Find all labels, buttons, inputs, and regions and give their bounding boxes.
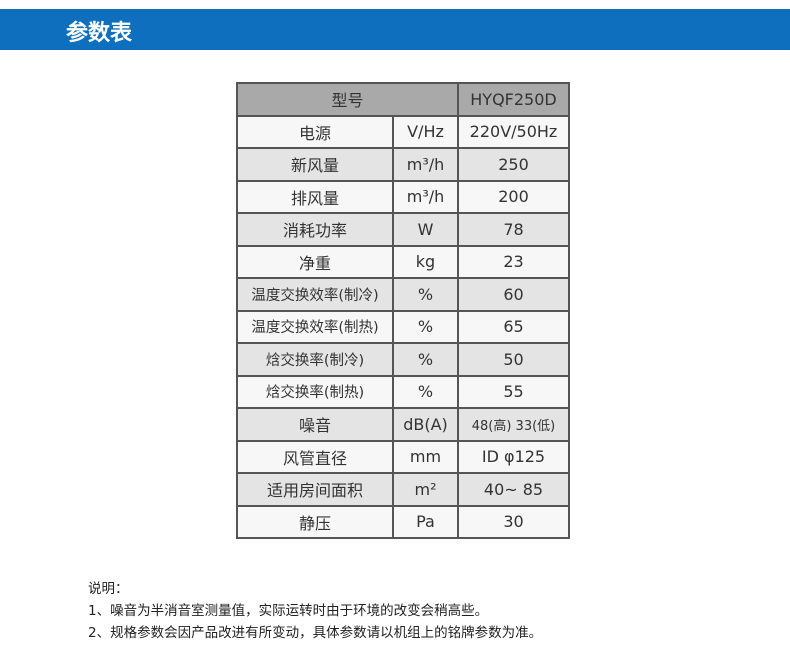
table-row: 风管直径 mm ID φ125 <box>236 439 570 474</box>
table-row: 新风量 m³/h 250 <box>236 147 570 182</box>
table-row: 焓交换率(制热)% 55 <box>236 374 570 409</box>
table-row: 适用房间面积 m² 40~ 85 <box>236 472 570 507</box>
cell-unit: m² <box>392 472 459 507</box>
cell-unit: % <box>392 309 459 344</box>
cell-value: 220V/50Hz <box>457 114 570 149</box>
cell-value: 30 <box>457 504 570 539</box>
cell-name: 风管直径 <box>236 439 394 474</box>
cell-value: 48(高) 33(低) <box>457 407 570 442</box>
cell-value: 65 <box>457 309 570 344</box>
notes-title: 说明： <box>88 581 129 597</box>
cell-name: 电源 <box>236 114 394 149</box>
table-row: 温度交换效率(制冷)% 60 <box>236 277 570 312</box>
cell-value: 78 <box>457 212 570 247</box>
cell-unit: kg <box>392 244 459 279</box>
cell-name: 温度交换效率(制热) <box>236 309 394 344</box>
cell-value: 55 <box>457 374 570 409</box>
cell-unit: m³/h <box>392 147 459 182</box>
cell-unit: dB(A) <box>392 407 459 442</box>
header-banner: 参数表 <box>0 9 790 50</box>
cell-name: 噪音 <box>236 407 394 442</box>
cell-value: 200 <box>457 179 570 214</box>
cell-name: 适用房间面积 <box>236 472 394 507</box>
table-row: 电源 V/Hz 220V/50Hz <box>236 114 570 149</box>
cell-unit: Pa <box>392 504 459 539</box>
cell-name: 净重 <box>236 244 394 279</box>
cell-unit: m³/h <box>392 179 459 214</box>
cell-name: 静压 <box>236 504 394 539</box>
table-row: 消耗功率 W 78 <box>236 212 570 247</box>
note-item: 1、噪音为半消音室测量值，实际运转时由于环境的改变会稍高些。 <box>88 603 489 619</box>
cell-unit: % <box>392 342 459 377</box>
table-row: 噪音 dB(A) 48(高) 33(低) <box>236 407 570 442</box>
page-title: 参数表 <box>66 21 133 46</box>
cell-name: 消耗功率 <box>236 212 394 247</box>
table-row: 排风量 m³/h 200 <box>236 179 570 214</box>
cell-value: 40~ 85 <box>457 472 570 507</box>
cell-unit: V/Hz <box>392 114 459 149</box>
cell-value: 23 <box>457 244 570 279</box>
cell-name: 温度交换效率(制冷) <box>236 277 394 312</box>
cell-value: ID φ125 <box>457 439 570 474</box>
note-item: 2、规格参数会因产品改进有所变动，具体参数请以机组上的铭牌参数为准。 <box>88 625 543 641</box>
cell-name: 焓交换率(制冷) <box>236 342 394 377</box>
table-header-row: 型号 HYQF250D <box>236 82 570 117</box>
cell-name: 焓交换率(制热) <box>236 374 394 409</box>
cell-unit: % <box>392 374 459 409</box>
spec-table: 型号 HYQF250D 电源 V/Hz 220V/50Hz 新风量 m³/h 250 排风量 m… <box>236 82 570 539</box>
table-row: 净重 kg 23 <box>236 244 570 279</box>
cell-unit: mm <box>392 439 459 474</box>
cell-value: 60 <box>457 277 570 312</box>
cell-value: 250 <box>457 147 570 182</box>
model-value: HYQF250D <box>457 82 570 117</box>
cell-unit: W <box>392 212 459 247</box>
model-label: 型号 <box>236 82 459 117</box>
cell-unit: % <box>392 277 459 312</box>
table-row: 焓交换率(制冷)% 50 <box>236 342 570 377</box>
cell-name: 新风量 <box>236 147 394 182</box>
notes: 说明： 1、噪音为半消音室测量值，实际运转时由于环境的改变会稍高些。 2、规格参… <box>88 578 542 644</box>
cell-value: 50 <box>457 342 570 377</box>
table-row: 温度交换效率(制热)% 65 <box>236 309 570 344</box>
table-row: 静压 Pa 30 <box>236 504 570 539</box>
cell-name: 排风量 <box>236 179 394 214</box>
